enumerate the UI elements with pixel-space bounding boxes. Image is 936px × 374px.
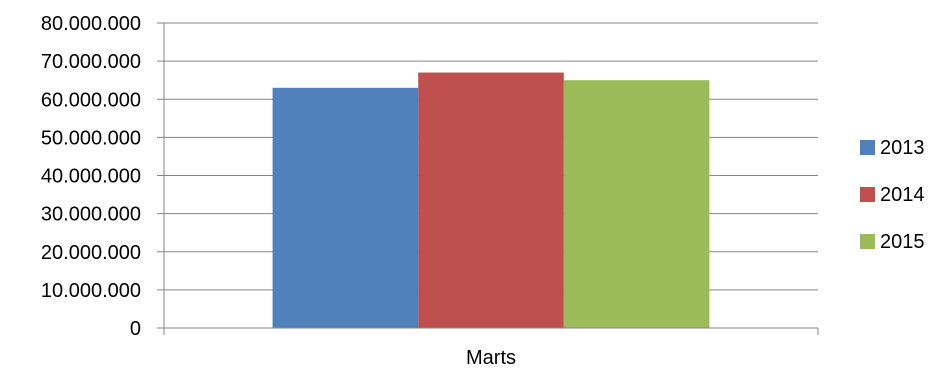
x-category-label: Marts bbox=[466, 347, 516, 369]
bar-2014 bbox=[418, 72, 564, 328]
bar-2013 bbox=[272, 87, 419, 328]
legend: 2013 2014 2015 bbox=[860, 137, 925, 253]
bars bbox=[272, 72, 710, 328]
y-tick-label: 10.000.000 bbox=[41, 280, 141, 302]
legend-swatch-2014 bbox=[860, 187, 875, 202]
axes bbox=[163, 23, 819, 335]
legend-label-2014: 2014 bbox=[880, 184, 925, 206]
y-tick-label: 70.000.000 bbox=[41, 51, 141, 73]
y-tick-label: 0 bbox=[130, 318, 141, 340]
y-tick-label: 30.000.000 bbox=[41, 204, 141, 226]
bar-2015 bbox=[563, 80, 710, 328]
y-tick-label: 60.000.000 bbox=[41, 89, 141, 111]
x-axis-category-labels: Marts bbox=[466, 347, 516, 369]
legend-swatch-2015 bbox=[860, 234, 875, 249]
y-axis-tick-labels: 0 10.000.000 20.000.000 30.000.000 40.000.00… bbox=[41, 13, 164, 340]
y-tick-label: 20.000.000 bbox=[41, 242, 141, 264]
legend-swatch-2013 bbox=[860, 140, 875, 155]
y-tick-label: 50.000.000 bbox=[41, 127, 141, 149]
y-tick-label: 80.000.000 bbox=[41, 13, 141, 35]
legend-label-2013: 2013 bbox=[880, 137, 925, 159]
y-tick-label: 40.000.000 bbox=[41, 166, 141, 188]
legend-label-2015: 2015 bbox=[880, 231, 925, 253]
